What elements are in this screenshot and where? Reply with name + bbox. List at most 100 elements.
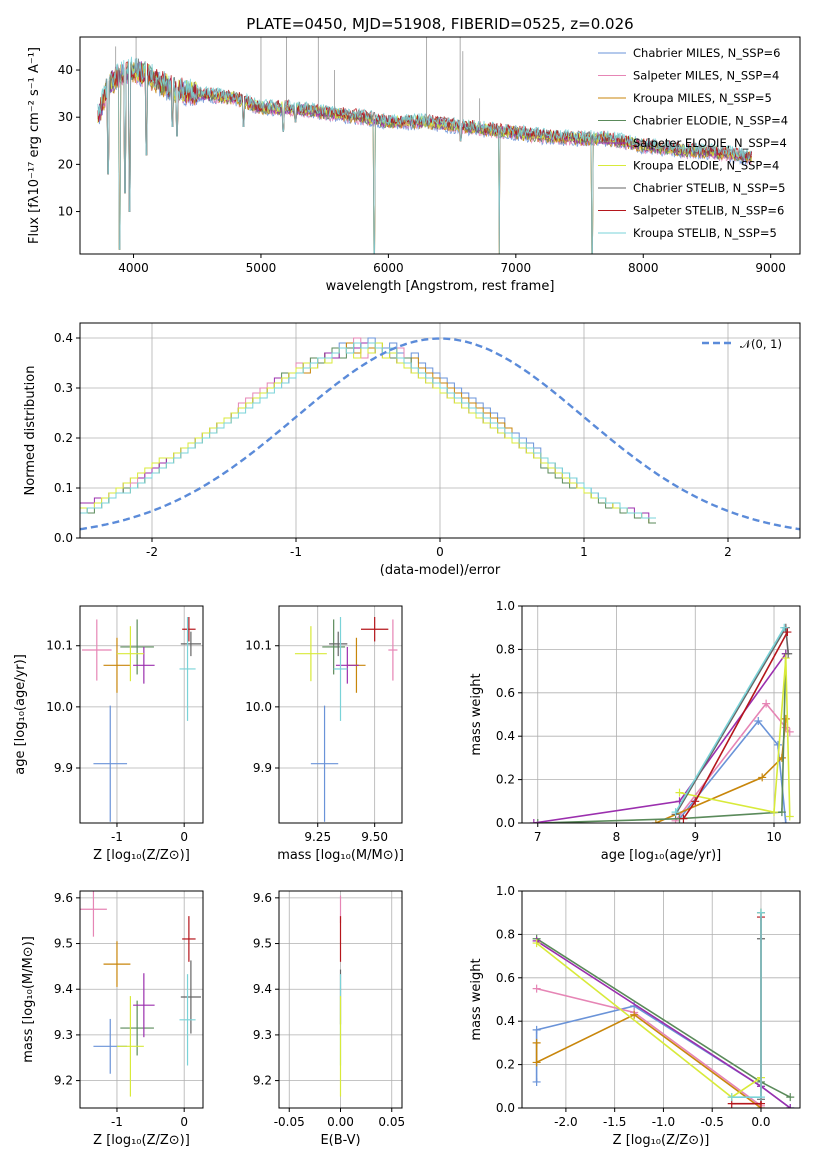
mass-vs-extinction-panel: -0.05 0.00 0.05 9.2 9.3 9.4 9.5 9.6 E(B-V) bbox=[253, 890, 405, 1148]
x-tick-label: 9.25 bbox=[304, 830, 331, 844]
plus-marker bbox=[777, 808, 786, 817]
plus-marker bbox=[762, 699, 771, 708]
plus-marker bbox=[783, 628, 792, 637]
histogram-series bbox=[80, 337, 656, 519]
mass-weight-line bbox=[674, 625, 789, 815]
y-tick-label: 9.9 bbox=[253, 761, 272, 775]
y-tick-label: 0.6 bbox=[496, 971, 515, 985]
figure-title: PLATE=0450, MJD=51908, FIBERID=0525, z=0… bbox=[246, 15, 633, 33]
residual-histogram-panel: -2 -1 0 1 2 0.0 0.1 0.2 0.3 0.4 (data-model)/error… bbox=[23, 322, 801, 578]
y-tick-label: 9.3 bbox=[253, 1028, 272, 1042]
axes-frame bbox=[79, 890, 204, 1109]
x-axis-label: mass [log₁₀(M/M⊙)] bbox=[277, 848, 404, 863]
plus-marker bbox=[532, 1025, 541, 1034]
age-vs-mass-panel: 9.25 9.50 9.9 10.0 10.1 mass [log₁₀(M/M⊙)] bbox=[245, 605, 404, 863]
plus-marker bbox=[532, 1038, 541, 1047]
mass-vs-metallicity-panel: -1 0 9.2 9.3 9.4 9.5 9.6 Z [log₁₀(Z/Z⊙)] mass [l… bbox=[21, 890, 204, 1148]
plus-marker bbox=[675, 788, 684, 797]
plus-marker bbox=[754, 717, 763, 726]
plus-marker bbox=[784, 649, 793, 658]
x-tick-label: -1 bbox=[111, 1115, 123, 1129]
plus-marker bbox=[785, 812, 794, 821]
plus-marker bbox=[781, 819, 790, 823]
axes-frame bbox=[278, 605, 403, 824]
y-tick-label: 9.3 bbox=[54, 1028, 73, 1042]
y-tick-label: 0.4 bbox=[496, 729, 515, 743]
x-tick-label: 7000 bbox=[501, 261, 532, 275]
y-tick-label: 10.0 bbox=[245, 700, 272, 714]
x-axis-label: wavelength [Angstrom, rest frame] bbox=[326, 279, 555, 294]
mass-weight-line bbox=[536, 987, 762, 1107]
mass-weight-line bbox=[533, 653, 787, 823]
y-axis-label: mass weight bbox=[469, 673, 484, 755]
legend-label: Chabrier MILES, N_SSP=6 bbox=[633, 46, 780, 60]
y-axis-label: mass weight bbox=[469, 958, 484, 1040]
x-tick-label: 7 bbox=[534, 830, 542, 844]
plus-marker bbox=[786, 1104, 795, 1108]
plus-marker bbox=[758, 773, 767, 782]
x-tick-label: 2 bbox=[724, 545, 732, 559]
legend: Chabrier MILES, N_SSP=6 Salpeter MILES, N… bbox=[598, 46, 788, 240]
legend-label: Kroupa STELIB, N_SSP=5 bbox=[633, 226, 777, 240]
y-tick-label: 9.6 bbox=[54, 891, 73, 905]
y-axis-label: Normed distribution bbox=[23, 366, 38, 496]
x-tick-label: 8000 bbox=[628, 261, 659, 275]
x-tick-label: 0.0 bbox=[751, 1115, 770, 1129]
x-tick-label: 10 bbox=[766, 830, 781, 844]
y-tick-label: 9.4 bbox=[54, 982, 73, 996]
legend: 𝒩(0, 1) bbox=[702, 337, 782, 351]
y-axis-label: mass [log₁₀(M/M⊙)] bbox=[21, 936, 36, 1063]
y-tick-label: 0.2 bbox=[496, 773, 515, 787]
y-tick-label: 10.1 bbox=[245, 639, 272, 653]
y-tick-label: 0.0 bbox=[496, 1101, 515, 1115]
x-tick-label: -0.5 bbox=[700, 1115, 723, 1129]
plus-marker bbox=[777, 753, 786, 762]
y-tick-label: 9.6 bbox=[253, 891, 272, 905]
spectrum-line bbox=[97, 56, 752, 254]
plus-marker bbox=[532, 1058, 541, 1067]
plus-marker bbox=[773, 740, 782, 749]
legend-label: Chabrier STELIB, N_SSP=5 bbox=[633, 181, 785, 195]
plus-marker bbox=[786, 1093, 795, 1102]
y-tick-label: 0.8 bbox=[496, 642, 515, 656]
plus-marker bbox=[630, 1010, 639, 1019]
plus-marker bbox=[770, 808, 779, 817]
y-tick-label: 10 bbox=[58, 205, 73, 219]
plus-marker bbox=[781, 714, 790, 723]
mass-weight-line bbox=[536, 912, 762, 1099]
y-tick-label: 0.2 bbox=[54, 431, 73, 445]
x-tick-label: 0 bbox=[180, 1115, 188, 1129]
plus-marker bbox=[679, 814, 688, 823]
plot-area bbox=[529, 623, 794, 823]
y-tick-label: 30 bbox=[58, 110, 73, 124]
y-tick-label: 0.1 bbox=[54, 481, 73, 495]
x-tick-label: 0.05 bbox=[378, 1115, 405, 1129]
y-tick-label: 0.0 bbox=[496, 816, 515, 830]
plus-marker bbox=[529, 819, 538, 823]
plus-marker bbox=[532, 984, 541, 993]
histogram-series bbox=[80, 342, 656, 519]
mass-weight-line bbox=[679, 658, 791, 817]
y-tick-label: 0.3 bbox=[54, 381, 73, 395]
x-tick-label: -0.05 bbox=[274, 1115, 305, 1129]
histogram-series bbox=[80, 342, 656, 524]
y-tick-label: 0.4 bbox=[54, 331, 73, 345]
mass-weight-line bbox=[535, 1013, 762, 1108]
y-tick-label: 10.1 bbox=[46, 639, 73, 653]
mass-weight-vs-metallicity-panel: -2.0 -1.5 -1.0 -0.5 0.0 0.0 0.2 0.4 0.6 0.8 1.0 Z [… bbox=[469, 884, 801, 1148]
age-vs-metallicity-panel: -1 0 9.9 10.0 10.1 Z [log₁₀(Z/Z⊙)] age [log₁₀(… bbox=[13, 605, 204, 863]
plus-marker bbox=[756, 1093, 765, 1102]
plus-marker bbox=[651, 819, 660, 823]
plot-area bbox=[80, 891, 201, 1097]
x-tick-label: 6000 bbox=[373, 261, 404, 275]
normal-curve bbox=[80, 337, 800, 531]
y-tick-label: 1.0 bbox=[496, 884, 515, 898]
plus-marker bbox=[533, 819, 542, 823]
legend-label: 𝒩(0, 1) bbox=[740, 337, 782, 351]
legend-label: Salpeter STELIB, N_SSP=6 bbox=[633, 204, 784, 218]
x-axis-label: Z [log₁₀(Z/Z⊙)] bbox=[93, 848, 190, 863]
mass-weight-line bbox=[674, 627, 785, 813]
x-tick-label: 9 bbox=[691, 830, 699, 844]
y-tick-label: 40 bbox=[58, 63, 73, 77]
